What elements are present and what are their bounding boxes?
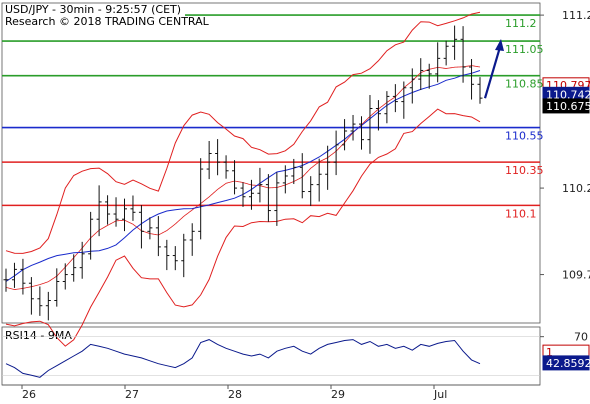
x-tick-label-2: 28 <box>228 388 242 400</box>
forecast-arrow-line <box>483 46 502 99</box>
header-title: USD/JPY - 30min - 9:25:57 (CET) <box>5 3 181 16</box>
bollinger-mid <box>5 65 481 291</box>
level-label-5: 110.1 <box>505 207 537 220</box>
x-tick-label-0: 26 <box>22 388 36 400</box>
rsi-line <box>5 339 481 378</box>
x-tick-label-4: Jul <box>433 388 447 400</box>
moving-average <box>5 70 481 282</box>
rsi-box-1 <box>542 355 590 371</box>
level-label-4: 110.35 <box>505 164 544 177</box>
forecast-arrow-head <box>495 39 504 52</box>
rsi-title: RSI14 - 9MA <box>5 329 72 342</box>
level-label-2: 110.85 <box>505 78 544 91</box>
rsi-box-label-0: 1 <box>546 346 553 359</box>
y-tick-label-2: 109.7 <box>562 269 590 282</box>
x-tick-label-3: 29 <box>331 388 345 400</box>
bollinger-lower <box>5 108 481 347</box>
rsi-y-tick-label-0: 70 <box>574 331 588 344</box>
y-tick-label-0: 111.2 <box>562 9 590 22</box>
level-label-3: 110.55 <box>505 130 544 143</box>
price-box-2 <box>542 98 590 114</box>
level-label-1: 111.05 <box>505 43 544 56</box>
rsi-box-label-1: 42.8592 <box>546 357 590 370</box>
price-panel-frame <box>1 2 541 324</box>
level-label-0: 111.2 <box>505 17 537 30</box>
bollinger-upper <box>5 11 481 254</box>
header-copyright: Research © 2018 TRADING CENTRAL <box>5 15 210 28</box>
y-tick-label-1: 110.2 <box>562 182 590 195</box>
price-box-label-2: 110.675 <box>546 100 590 113</box>
price-box-label-1: 110.742 <box>546 88 590 101</box>
x-tick-label-1: 27 <box>125 388 139 400</box>
